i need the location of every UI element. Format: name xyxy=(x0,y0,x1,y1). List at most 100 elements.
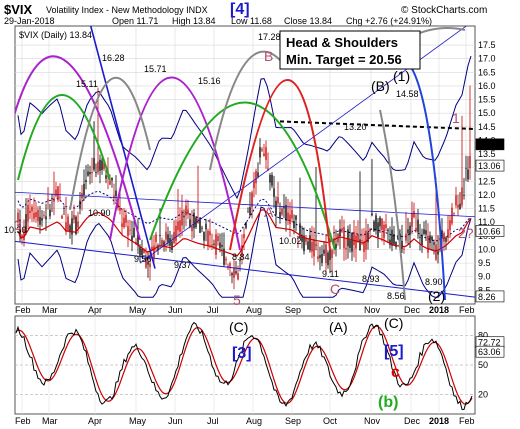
indicator-value-label: 72.72 xyxy=(478,338,501,348)
candle-body xyxy=(157,245,159,251)
candle xyxy=(131,220,133,252)
candle-body xyxy=(277,197,279,204)
candle-body xyxy=(391,229,393,246)
candle-body xyxy=(267,168,269,171)
candle-body xyxy=(317,256,319,260)
candle-body xyxy=(425,230,427,235)
candle-body xyxy=(453,212,455,214)
candle-body xyxy=(103,161,105,169)
candle-body xyxy=(303,235,305,252)
y-tick-label: 13.5 xyxy=(478,149,496,159)
candle-body xyxy=(393,234,395,245)
cycle-arc-purple-2 xyxy=(109,76,241,251)
candle xyxy=(263,143,265,157)
candle-body xyxy=(325,244,327,263)
candle-body xyxy=(211,244,213,246)
candle-body xyxy=(369,229,371,232)
candle-body xyxy=(409,225,411,235)
indicator-x-tick-label: Dec xyxy=(404,416,421,426)
candle-body xyxy=(19,219,21,237)
candle-body xyxy=(37,209,39,222)
candle-body xyxy=(423,229,425,235)
candle-body xyxy=(259,147,261,158)
candle xyxy=(277,181,279,206)
candle-body xyxy=(467,169,469,180)
candle xyxy=(381,218,383,242)
x-tick-label: Apr xyxy=(88,305,102,315)
candle-body xyxy=(191,226,193,232)
candle xyxy=(85,165,87,190)
candle-body xyxy=(43,215,45,216)
candle-body xyxy=(327,252,329,266)
candle-body xyxy=(459,203,461,209)
candle-body xyxy=(55,189,57,196)
candle xyxy=(21,233,23,245)
x-tick-label: Jul xyxy=(207,305,219,315)
candle xyxy=(67,213,69,231)
low-value: Low 11.68 xyxy=(231,16,272,26)
price-label: 9.11 xyxy=(322,269,339,279)
candle-body xyxy=(237,273,239,280)
x-tick-label: Feb xyxy=(459,305,475,315)
candle-body xyxy=(187,209,189,215)
x-tick-label: Sep xyxy=(285,305,301,315)
candle-body xyxy=(133,227,135,237)
candle-body xyxy=(127,226,129,236)
candle-body xyxy=(41,218,43,221)
candle xyxy=(373,219,375,232)
candle-body xyxy=(241,245,243,257)
candle xyxy=(219,233,221,253)
candle xyxy=(365,218,367,260)
candle xyxy=(179,207,181,238)
candle xyxy=(307,239,309,250)
indicator-wave-label: [5] xyxy=(384,343,404,360)
indicator-wave-label: [3] xyxy=(232,345,252,362)
candle xyxy=(255,168,257,195)
candle-body xyxy=(455,195,457,206)
candle xyxy=(41,210,43,227)
candle xyxy=(59,183,61,202)
pattern-title: Head & Shoulders xyxy=(286,35,398,50)
candle xyxy=(367,223,369,250)
candle-body xyxy=(111,177,113,181)
candle xyxy=(51,193,53,213)
candle xyxy=(43,210,45,219)
x-tick-label: 2018 xyxy=(429,305,449,315)
candle-body xyxy=(331,250,333,259)
candle-body xyxy=(355,235,357,249)
indicator-wave-label: (C) xyxy=(229,319,248,335)
x-tick-label: Aug xyxy=(246,305,262,315)
candle xyxy=(247,207,249,213)
candle xyxy=(245,222,247,230)
candle-body xyxy=(75,216,77,235)
candle xyxy=(229,261,231,276)
indicator-value-label: 63.06 xyxy=(478,347,501,357)
candle-body xyxy=(123,217,125,228)
candle-body xyxy=(39,216,41,225)
candle xyxy=(393,225,395,247)
candle-body xyxy=(101,160,103,171)
candle xyxy=(221,232,223,257)
candle-body xyxy=(47,199,49,201)
price-label: 9.56 xyxy=(134,254,152,264)
candle-body xyxy=(281,208,283,215)
candle-body xyxy=(405,233,407,241)
candle-body xyxy=(61,215,63,219)
y-tick-label: 10.0 xyxy=(478,244,496,254)
candle xyxy=(29,194,31,220)
candle xyxy=(49,203,51,220)
x-tick-label: Mar xyxy=(42,305,58,315)
lower-band-line xyxy=(17,206,472,298)
candle xyxy=(201,225,203,233)
candle-body xyxy=(417,219,419,232)
candle-body xyxy=(151,246,153,251)
price-label: 15.11 xyxy=(76,79,98,89)
candle xyxy=(281,205,283,217)
candle xyxy=(433,239,435,255)
candle xyxy=(331,248,333,271)
candle-body xyxy=(189,219,191,228)
symbol-title: $VIX xyxy=(4,2,33,17)
candle-body xyxy=(363,241,365,252)
candle xyxy=(93,121,95,172)
indicator-x-tick-label: Apr xyxy=(88,416,102,426)
